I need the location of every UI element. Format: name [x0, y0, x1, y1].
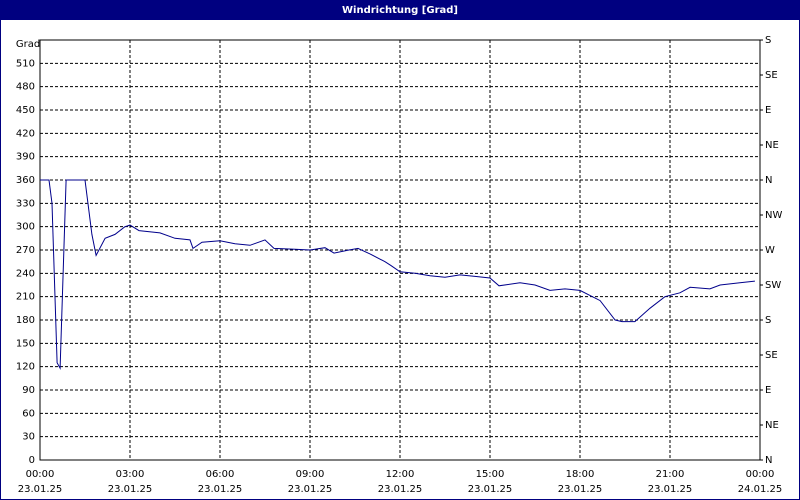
y-tick-label: 390 [16, 152, 35, 163]
x-tick-label: 00:00 [746, 469, 775, 480]
x-tick-date: 23.01.25 [18, 484, 63, 495]
y-tick-label: 510 [16, 58, 35, 69]
y2-tick-label: E [765, 385, 771, 396]
y-tick-label: 90 [22, 385, 35, 396]
x-tick-label: 15:00 [476, 469, 505, 480]
x-tick-label: 18:00 [566, 469, 595, 480]
x-tick-date: 23.01.25 [558, 484, 603, 495]
x-tick-label: 21:00 [656, 469, 685, 480]
y2-tick-label: NW [765, 210, 782, 221]
y-tick-label: 480 [16, 82, 35, 93]
y-tick-label: 420 [16, 128, 35, 139]
y-tick-label: 450 [16, 105, 35, 116]
x-tick-label: 06:00 [206, 469, 235, 480]
y2-tick-label: S [765, 315, 771, 326]
y-axis-label: Grad [16, 39, 40, 50]
y-tick-label: 30 [22, 432, 35, 443]
x-tick-date: 23.01.25 [648, 484, 693, 495]
x-tick-date: 23.01.25 [378, 484, 423, 495]
chart-title: Windrichtung [Grad] [342, 5, 458, 16]
y2-tick-label: SE [765, 70, 778, 81]
y-tick-label: 270 [16, 245, 35, 256]
y-tick-label: 150 [16, 338, 35, 349]
y2-tick-label: SW [765, 280, 781, 291]
y-tick-label: 120 [16, 362, 35, 373]
y-tick-label: 330 [16, 198, 35, 209]
x-tick-date: 23.01.25 [198, 484, 243, 495]
y2-tick-label: N [765, 455, 772, 466]
y2-tick-label: N [765, 175, 772, 186]
y2-tick-label: E [765, 105, 771, 116]
x-tick-label: 00:00 [26, 469, 55, 480]
y2-tick-label: NE [765, 140, 779, 151]
x-tick-date: 23.01.25 [468, 484, 513, 495]
y2-tick-label: NE [765, 420, 779, 431]
x-tick-date: 24.01.25 [738, 484, 783, 495]
x-tick-label: 09:00 [296, 469, 325, 480]
data-line [40, 179, 755, 371]
x-tick-date: 23.01.25 [288, 484, 333, 495]
y2-tick-label: SE [765, 350, 778, 361]
x-tick-date: 23.01.25 [108, 484, 153, 495]
y-tick-label: 0 [29, 455, 35, 466]
y-tick-label: 240 [16, 268, 35, 279]
y-tick-label: 300 [16, 222, 35, 233]
y-tick-label: 60 [22, 408, 35, 419]
title-bar [0, 0, 800, 20]
y2-tick-label: W [765, 245, 775, 256]
y-tick-label: 180 [16, 315, 35, 326]
x-tick-label: 03:00 [116, 469, 145, 480]
y-tick-label: 210 [16, 292, 35, 303]
y2-tick-label: S [765, 35, 771, 46]
y-tick-label: 360 [16, 175, 35, 186]
x-tick-label: 12:00 [386, 469, 415, 480]
